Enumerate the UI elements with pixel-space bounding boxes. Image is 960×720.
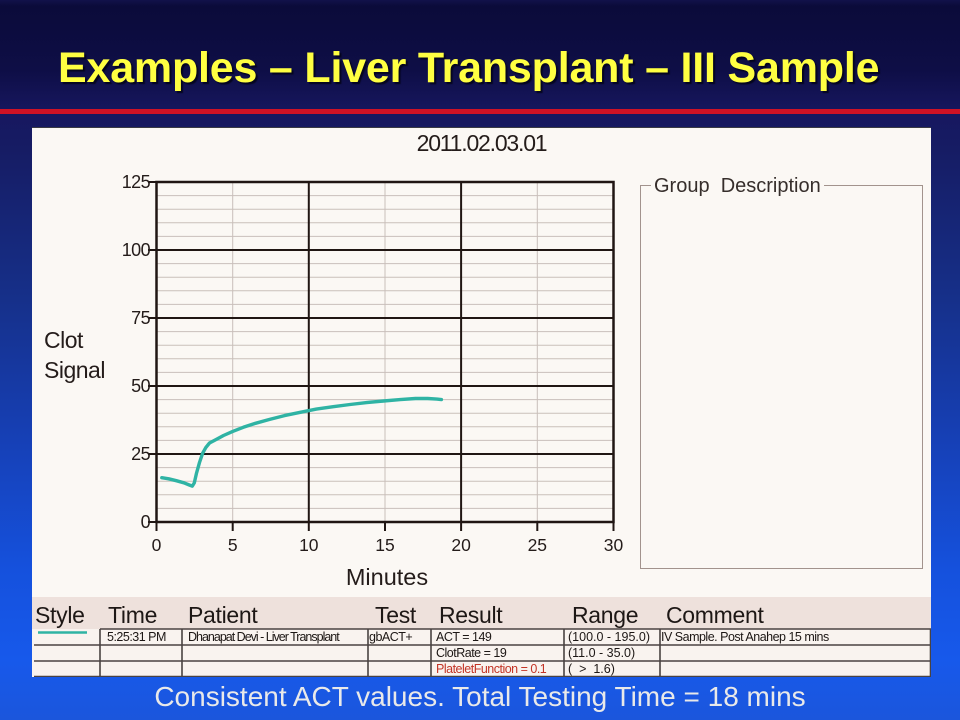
svg-text:30: 30 [604,535,624,555]
svg-text:10: 10 [299,535,319,555]
svg-text:75: 75 [131,308,150,328]
svg-text:5: 5 [228,535,238,555]
svg-text:20: 20 [451,535,471,555]
svg-text:15: 15 [375,535,394,555]
svg-text:0: 0 [152,535,162,555]
svg-text:Minutes: Minutes [346,564,428,590]
svg-text:25: 25 [528,535,547,555]
svg-text:100: 100 [122,240,151,260]
svg-text:0: 0 [141,512,151,532]
svg-text:25: 25 [131,444,150,464]
svg-text:125: 125 [122,172,151,192]
svg-text:50: 50 [131,376,150,396]
